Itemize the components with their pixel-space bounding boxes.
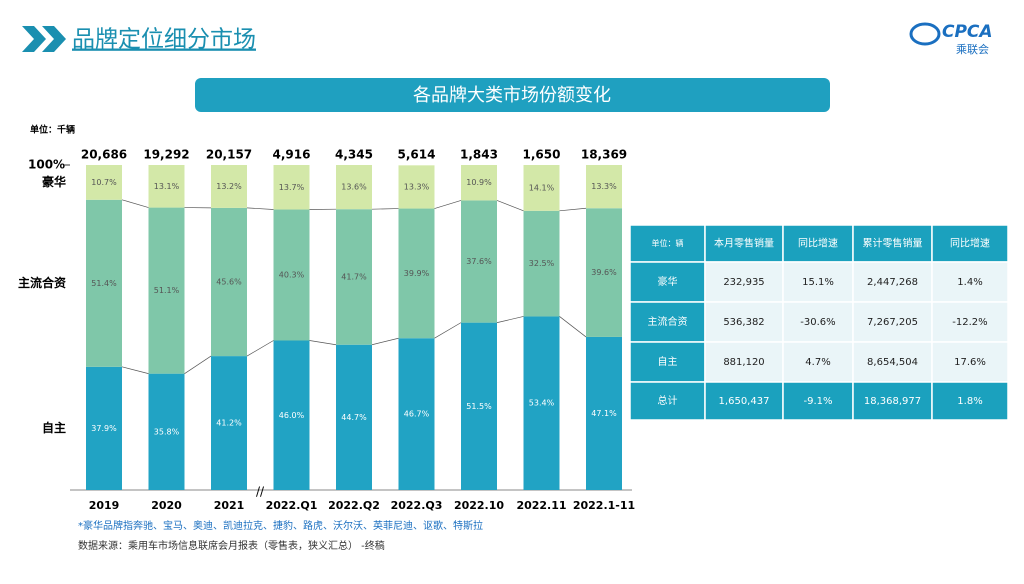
logo-sub: 乘联会 — [956, 43, 989, 56]
x-tick-label: 2020 — [151, 499, 182, 512]
value-label: 51.4% — [91, 279, 117, 288]
table-text: 单位：辆 — [652, 238, 684, 248]
x-tick-label: 2022.Q2 — [328, 499, 380, 512]
bar-total: 20,686 — [81, 148, 127, 162]
value-label: 41.2% — [216, 419, 242, 428]
value-label: 40.3% — [279, 271, 305, 280]
value-label: 10.7% — [91, 178, 117, 187]
series-label: 豪华 — [42, 174, 66, 189]
connector — [372, 338, 399, 345]
table-text: 2,447,268 — [867, 277, 918, 288]
table-text: 18,368,977 — [864, 396, 921, 407]
unit: 单位：千辆 — [30, 124, 75, 136]
table-text: -30.6% — [800, 317, 835, 328]
table-text: 536,382 — [723, 317, 764, 328]
banner-text: 各品牌大类市场份额变化 — [413, 85, 611, 106]
connector — [247, 208, 274, 210]
y-tick-label: 100% — [28, 158, 65, 172]
logo-mark — [911, 24, 939, 44]
table-text: -12.2% — [952, 317, 987, 328]
connector — [435, 200, 462, 208]
table-text: 1.8% — [957, 396, 982, 407]
x-tick-label: 2022.Q1 — [266, 499, 318, 512]
value-label: 35.8% — [154, 427, 180, 436]
value-label: 37.9% — [91, 424, 117, 433]
value-label: 37.6% — [466, 257, 492, 266]
connector — [560, 208, 587, 211]
table-text: 总计 — [658, 394, 678, 407]
x-tick-label: 2022.Q3 — [391, 499, 443, 512]
table-text: -9.1% — [803, 396, 832, 407]
connector — [310, 341, 337, 345]
value-label: 46.0% — [279, 411, 305, 420]
connector — [247, 341, 274, 357]
value-label: 41.7% — [341, 272, 367, 281]
value-label: 39.9% — [404, 269, 430, 278]
value-label: 45.6% — [216, 278, 242, 287]
bar-total: 20,157 — [206, 148, 252, 162]
connector — [497, 200, 524, 210]
bar-total: 1,650 — [523, 148, 561, 162]
x-tick-label: 2021 — [214, 499, 245, 512]
note: *豪华品牌指奔驰、宝马、奥迪、凯迪拉克、捷豹、路虎、沃尔沃、英菲尼迪、讴歌、特斯… — [78, 519, 483, 532]
value-label: 39.6% — [591, 268, 617, 277]
bar-total: 19,292 — [143, 148, 189, 162]
bar-total: 4,916 — [273, 148, 311, 162]
table-text: 8,654,504 — [867, 357, 918, 368]
chevron — [22, 26, 46, 52]
value-label: 13.7% — [279, 183, 305, 192]
value-label: 10.9% — [466, 178, 492, 187]
connector — [122, 200, 149, 208]
table-text: 7,267,205 — [867, 317, 918, 328]
bar-total: 1,843 — [460, 148, 498, 162]
value-label: 13.3% — [591, 182, 617, 191]
table-text: 1,650,437 — [719, 396, 770, 407]
table-text: 15.1% — [802, 277, 834, 288]
table-text: 豪华 — [658, 275, 678, 288]
table-text: 主流合资 — [648, 315, 688, 328]
table-text: 881,120 — [723, 357, 764, 368]
table-text: 1.4% — [957, 277, 982, 288]
table-text: 4.7% — [805, 357, 830, 368]
table-text: 同比增速 — [950, 237, 990, 250]
table-text: 本月零售销量 — [714, 237, 774, 250]
note: 数据来源：乘用车市场信息联席会月报表（零售表，狭义汇总） -终稿 — [78, 539, 385, 552]
connector — [435, 323, 462, 339]
table-text: 232,935 — [723, 277, 764, 288]
series-label: 主流合资 — [18, 275, 66, 290]
connector — [497, 316, 524, 322]
x-tick-label: 2019 — [89, 499, 120, 512]
value-label: 13.6% — [341, 183, 367, 192]
axis-break: // — [256, 485, 265, 499]
value-label: 13.3% — [404, 182, 430, 191]
value-label: 32.5% — [529, 259, 555, 268]
page-title: 品牌定位细分市场 — [72, 27, 256, 53]
value-label: 46.7% — [404, 410, 430, 419]
value-label: 44.7% — [341, 413, 367, 422]
value-label: 14.1% — [529, 183, 555, 192]
bar-total: 4,345 — [335, 148, 373, 162]
connector — [560, 316, 587, 336]
value-label: 47.1% — [591, 409, 617, 418]
table-text: 17.6% — [954, 357, 986, 368]
x-tick-label: 2022.11 — [516, 499, 566, 512]
connector — [372, 209, 399, 210]
x-tick-label: 2022.1-11 — [573, 499, 635, 512]
value-label: 53.4% — [529, 399, 555, 408]
series-label: 自主 — [42, 420, 66, 435]
value-label: 13.2% — [216, 182, 242, 191]
connector — [122, 367, 149, 374]
value-label: 13.1% — [154, 182, 180, 191]
value-label: 51.1% — [154, 286, 180, 295]
logo: CPCA — [942, 22, 993, 42]
bar-total: 5,614 — [398, 148, 436, 162]
table-text: 同比增速 — [798, 237, 838, 250]
bar-total: 18,369 — [581, 148, 627, 162]
connector — [185, 356, 212, 374]
table-text: 自主 — [658, 355, 678, 368]
x-tick-label: 2022.10 — [454, 499, 504, 512]
table-text: 累计零售销量 — [863, 237, 923, 250]
value-label: 51.5% — [466, 402, 492, 411]
